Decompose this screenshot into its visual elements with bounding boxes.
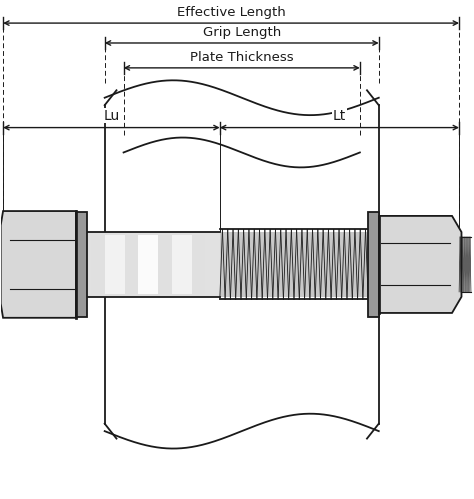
Text: Lt: Lt [333,109,346,123]
FancyBboxPatch shape [76,232,220,297]
FancyBboxPatch shape [205,235,225,294]
FancyBboxPatch shape [138,235,158,294]
Bar [368,212,379,317]
FancyBboxPatch shape [104,235,125,294]
Text: Effective Length: Effective Length [177,6,285,19]
Text: Plate Thickness: Plate Thickness [190,51,293,64]
Polygon shape [379,216,462,313]
Text: Grip Length: Grip Length [202,26,281,39]
Bar [220,232,379,297]
Text: Lu: Lu [103,109,119,123]
FancyBboxPatch shape [172,235,191,294]
Polygon shape [0,211,76,318]
Bar [76,212,87,317]
FancyBboxPatch shape [71,235,91,294]
